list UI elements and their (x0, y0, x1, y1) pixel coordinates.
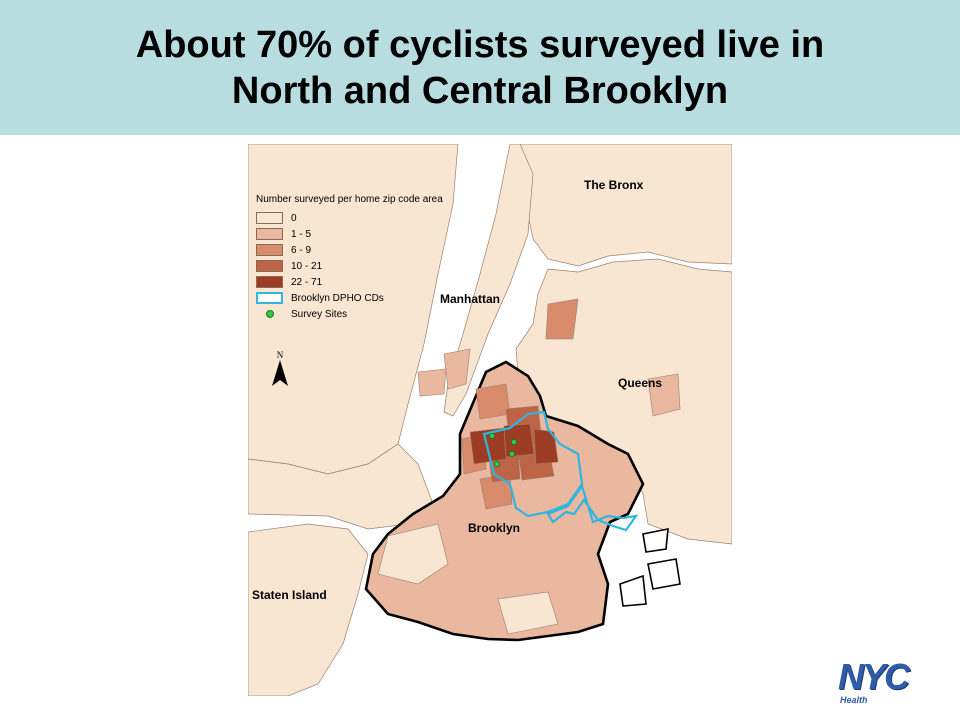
legend-swatch-0 (256, 212, 283, 224)
dpho-cd-boundary (482, 410, 584, 518)
brooklyn-zip-6-9 (475, 383, 511, 420)
legend-title: Number surveyed per home zip code area (256, 194, 443, 205)
slide-title-line-1: About 70% of cyclists surveyed live in (135, 23, 825, 66)
survey-site-dot (494, 461, 500, 467)
legend-label: 22 - 71 (291, 276, 323, 288)
map-legend: Number surveyed per home zip code area 0… (256, 194, 506, 322)
north-label: N (276, 350, 284, 360)
brooklyn-zip-zero (377, 523, 449, 585)
nyc-health-logo: NYC Health (838, 656, 914, 710)
legend-label: 10 - 21 (291, 260, 323, 272)
label-the-bronx: The Bronx (584, 178, 644, 192)
legend-row: 1 - 5 (256, 226, 506, 242)
legend-row: Survey Sites (256, 306, 506, 322)
brooklyn-zip-22-71 (503, 423, 535, 458)
nyc-logo-subtext: Health (840, 695, 868, 705)
legend-label: Survey Sites (291, 308, 348, 320)
brooklyn-zip-zero (497, 591, 559, 635)
title-banner: About 70% of cyclists surveyed live in N… (0, 0, 960, 135)
label-queens: Queens (618, 376, 663, 390)
jamaica-bay-island (619, 574, 647, 607)
north-arrow: N (270, 350, 290, 390)
legend-label: 0 (291, 212, 297, 224)
brooklyn-zip-22-71 (533, 428, 559, 465)
legend-row: 22 - 71 (256, 274, 506, 290)
legend-swatch-1-5 (256, 228, 283, 240)
jamaica-bay-island (642, 528, 669, 553)
dpho-cd-boundary (546, 483, 639, 532)
slide-title-line-2: North and Central Brooklyn (231, 69, 729, 112)
label-manhattan: Manhattan (440, 292, 500, 306)
manhattan-zip-tinted (417, 368, 447, 397)
staten-island-landmass (248, 523, 369, 696)
legend-row: Brooklyn DPHO CDs (256, 290, 506, 306)
legend-row: 6 - 9 (256, 242, 506, 258)
nyc-logo-text: NYC (838, 656, 910, 697)
queens-zip-tinted (647, 373, 681, 417)
legend-label: 1 - 5 (291, 228, 312, 240)
brooklyn-cyclist-map: Number surveyed per home zip code area 0… (248, 144, 732, 696)
legend-swatch-dpho-cd (256, 292, 283, 304)
legend-survey-site-dot (265, 310, 274, 318)
label-staten-island: Staten Island (252, 588, 327, 602)
north-arrow-icon (272, 360, 288, 386)
legend-row: 10 - 21 (256, 258, 506, 274)
queens-zip-tinted (545, 298, 579, 340)
manhattan-landmass (443, 144, 534, 417)
legend-swatch-6-9 (256, 244, 283, 256)
legend-label: Brooklyn DPHO CDs (291, 292, 384, 304)
map-canvas (248, 144, 732, 696)
nj-coast (248, 443, 434, 530)
survey-site-dot (489, 433, 495, 439)
survey-site-dot (511, 439, 517, 445)
label-brooklyn: Brooklyn (468, 521, 521, 535)
legend-label: 6 - 9 (291, 244, 312, 256)
manhattan-zip-tinted (443, 348, 471, 390)
legend-row: 0 (256, 210, 506, 226)
bronx-landmass (517, 144, 732, 267)
legend-swatch-22-71 (256, 276, 283, 288)
legend-swatch-10-21 (256, 260, 283, 272)
jamaica-bay-island (647, 558, 681, 590)
survey-site-dot (509, 451, 515, 457)
